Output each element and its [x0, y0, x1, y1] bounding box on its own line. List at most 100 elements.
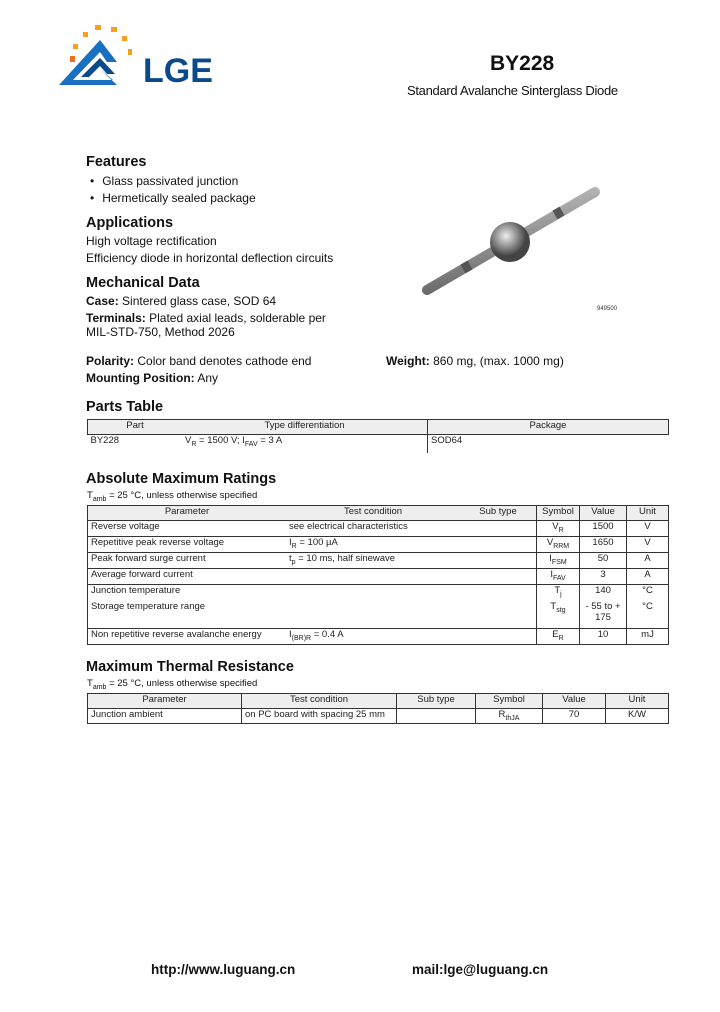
cell-subtype — [460, 568, 537, 585]
cell-value: 3 — [579, 568, 627, 585]
cell-condition: IR = 100 µA — [286, 536, 460, 553]
cell-subtype — [460, 584, 537, 601]
logo-text: LGE — [143, 52, 213, 90]
col-type-differentiation: Type differentiation — [182, 419, 428, 435]
col-value: Value — [579, 505, 627, 521]
mounting-value: Any — [194, 371, 218, 385]
col-symbol: Symbol — [536, 505, 580, 521]
cell-parameter: Junction ambient — [87, 708, 242, 724]
thermal-note: Tamb = 25 °C, unless otherwise specified — [87, 678, 258, 691]
cell-parameter: Junction temperature — [87, 584, 286, 601]
cell-symbol: ER — [536, 628, 580, 645]
cell-value: 50 — [579, 552, 627, 569]
weight-value: 860 mg, (max. 1000 mg) — [429, 354, 564, 368]
col-value: Value — [542, 693, 606, 709]
cell-symbol: Tstg — [536, 600, 580, 629]
cell-condition — [286, 584, 460, 601]
polarity-line: Polarity: Color band denotes cathode end — [86, 354, 311, 368]
terminals-label: Terminals: — [86, 311, 146, 325]
table-row: Junction ambient on PC board with spacin… — [87, 708, 669, 724]
diode-image: 949500 — [415, 180, 625, 315]
table-row: Peak forward surge current tp = 10 ms, ha… — [87, 552, 669, 569]
parts-table: Part Type differentiation Package BY228 VR… — [87, 419, 669, 453]
col-parameter: Parameter — [87, 505, 286, 521]
table-row: Storage temperature range Tstg - 55 to + 1… — [87, 600, 669, 629]
cell-condition: I(BR)R = 0.4 A — [286, 628, 460, 645]
col-part: Part — [87, 419, 182, 435]
cell-unit: V — [626, 536, 669, 553]
cell-value: 10 — [579, 628, 627, 645]
abs-max-note: Tamb = 25 °C, unless otherwise specified — [87, 490, 258, 503]
cell-part: BY228 — [90, 435, 120, 446]
cell-package: SOD64 — [427, 434, 669, 453]
mounting-line: Mounting Position: Any — [86, 371, 218, 385]
mechanical-heading: Mechanical Data — [86, 275, 200, 291]
table-row: Junction temperature Tj 140 °C — [87, 584, 669, 601]
cell-condition: tp = 10 ms, half sinewave — [286, 552, 460, 569]
cell-value: - 55 to + 175 — [579, 600, 627, 629]
table-row: Average forward current IFAV 3 A — [87, 568, 669, 585]
case-line: Case: Sintered glass case, SOD 64 — [86, 294, 276, 308]
abs-max-table: Parameter Test condition Sub type Symbol Val… — [87, 505, 669, 645]
abs-max-heading: Absolute Maximum Ratings — [86, 471, 277, 487]
cell-subtype — [396, 708, 476, 724]
feature-item: Hermetically sealed package — [90, 191, 255, 205]
col-test-condition: Test condition — [241, 693, 397, 709]
col-test-condition: Test condition — [286, 505, 460, 521]
table-row: Reverse voltage see electrical characteri… — [87, 520, 669, 537]
polarity-label: Polarity: — [86, 354, 135, 368]
weight-line: Weight: 860 mg, (max. 1000 mg) — [386, 354, 564, 368]
lge-logo: LGE — [55, 22, 235, 92]
cell-unit: A — [626, 552, 669, 569]
cell-parameter: Average forward current — [87, 568, 286, 585]
application-item: Efficiency diode in horizontal deflectio… — [86, 251, 334, 265]
cell-unit: K/W — [605, 708, 669, 724]
cell-unit: °C — [626, 584, 669, 601]
polarity-value: Color band denotes cathode end — [134, 354, 312, 368]
cell-type: VR = 1500 V; IFAV = 3 A — [185, 435, 283, 448]
table-row: Repetitive peak reverse voltage IR = 100 … — [87, 536, 669, 553]
cell-unit: °C — [626, 600, 669, 629]
col-symbol: Symbol — [475, 693, 543, 709]
terminals-line-2: MIL-STD-750, Method 2026 — [86, 325, 235, 339]
cell-value: 1500 — [579, 520, 627, 537]
cell-parameter: Storage temperature range — [87, 600, 286, 629]
cell-subtype — [460, 600, 537, 629]
cell-condition — [286, 600, 460, 629]
website-link[interactable]: http://www.luguang.cn — [151, 962, 296, 977]
image-label: 949500 — [597, 306, 618, 312]
cell-condition: see electrical characteristics — [286, 520, 460, 537]
cell-parameter: Reverse voltage — [87, 520, 286, 537]
thermal-table: Parameter Test condition Sub type Symbol Val… — [87, 693, 669, 724]
cell-value: 1650 — [579, 536, 627, 553]
features-heading: Features — [86, 154, 147, 170]
cell-subtype — [460, 552, 537, 569]
cell-symbol: VR — [536, 520, 580, 537]
mounting-label: Mounting Position: — [86, 371, 195, 385]
weight-label: Weight: — [386, 354, 430, 368]
col-unit: Unit — [605, 693, 669, 709]
cell-subtype — [460, 536, 537, 553]
cell-subtype — [460, 520, 537, 537]
cell-symbol: VRRM — [536, 536, 580, 553]
terminals-line: Terminals: Plated axial leads, solderabl… — [86, 311, 326, 325]
email-link[interactable]: mail:lge@luguang.cn — [412, 962, 549, 977]
col-unit: Unit — [626, 505, 669, 521]
terminals-value: Plated axial leads, solderable per — [145, 311, 326, 325]
cell-value: 140 — [579, 584, 627, 601]
cell-symbol: RthJA — [475, 708, 543, 724]
cell-condition — [286, 568, 460, 585]
parts-table-heading: Parts Table — [86, 399, 164, 415]
cell-unit: mJ — [626, 628, 669, 645]
table-row: BY228 VR = 1500 V; IFAV = 3 A SOD64 — [88, 434, 669, 453]
application-item: High voltage rectification — [86, 234, 217, 248]
feature-item: Glass passivated junction — [90, 174, 238, 188]
case-label: Case: — [86, 294, 119, 308]
part-number: BY228 — [490, 52, 555, 75]
cell-subtype — [460, 628, 537, 645]
col-sub-type: Sub type — [460, 505, 537, 521]
cell-condition: on PC board with spacing 25 mm — [241, 708, 397, 724]
applications-heading: Applications — [86, 215, 174, 231]
cell-value: 70 — [542, 708, 606, 724]
